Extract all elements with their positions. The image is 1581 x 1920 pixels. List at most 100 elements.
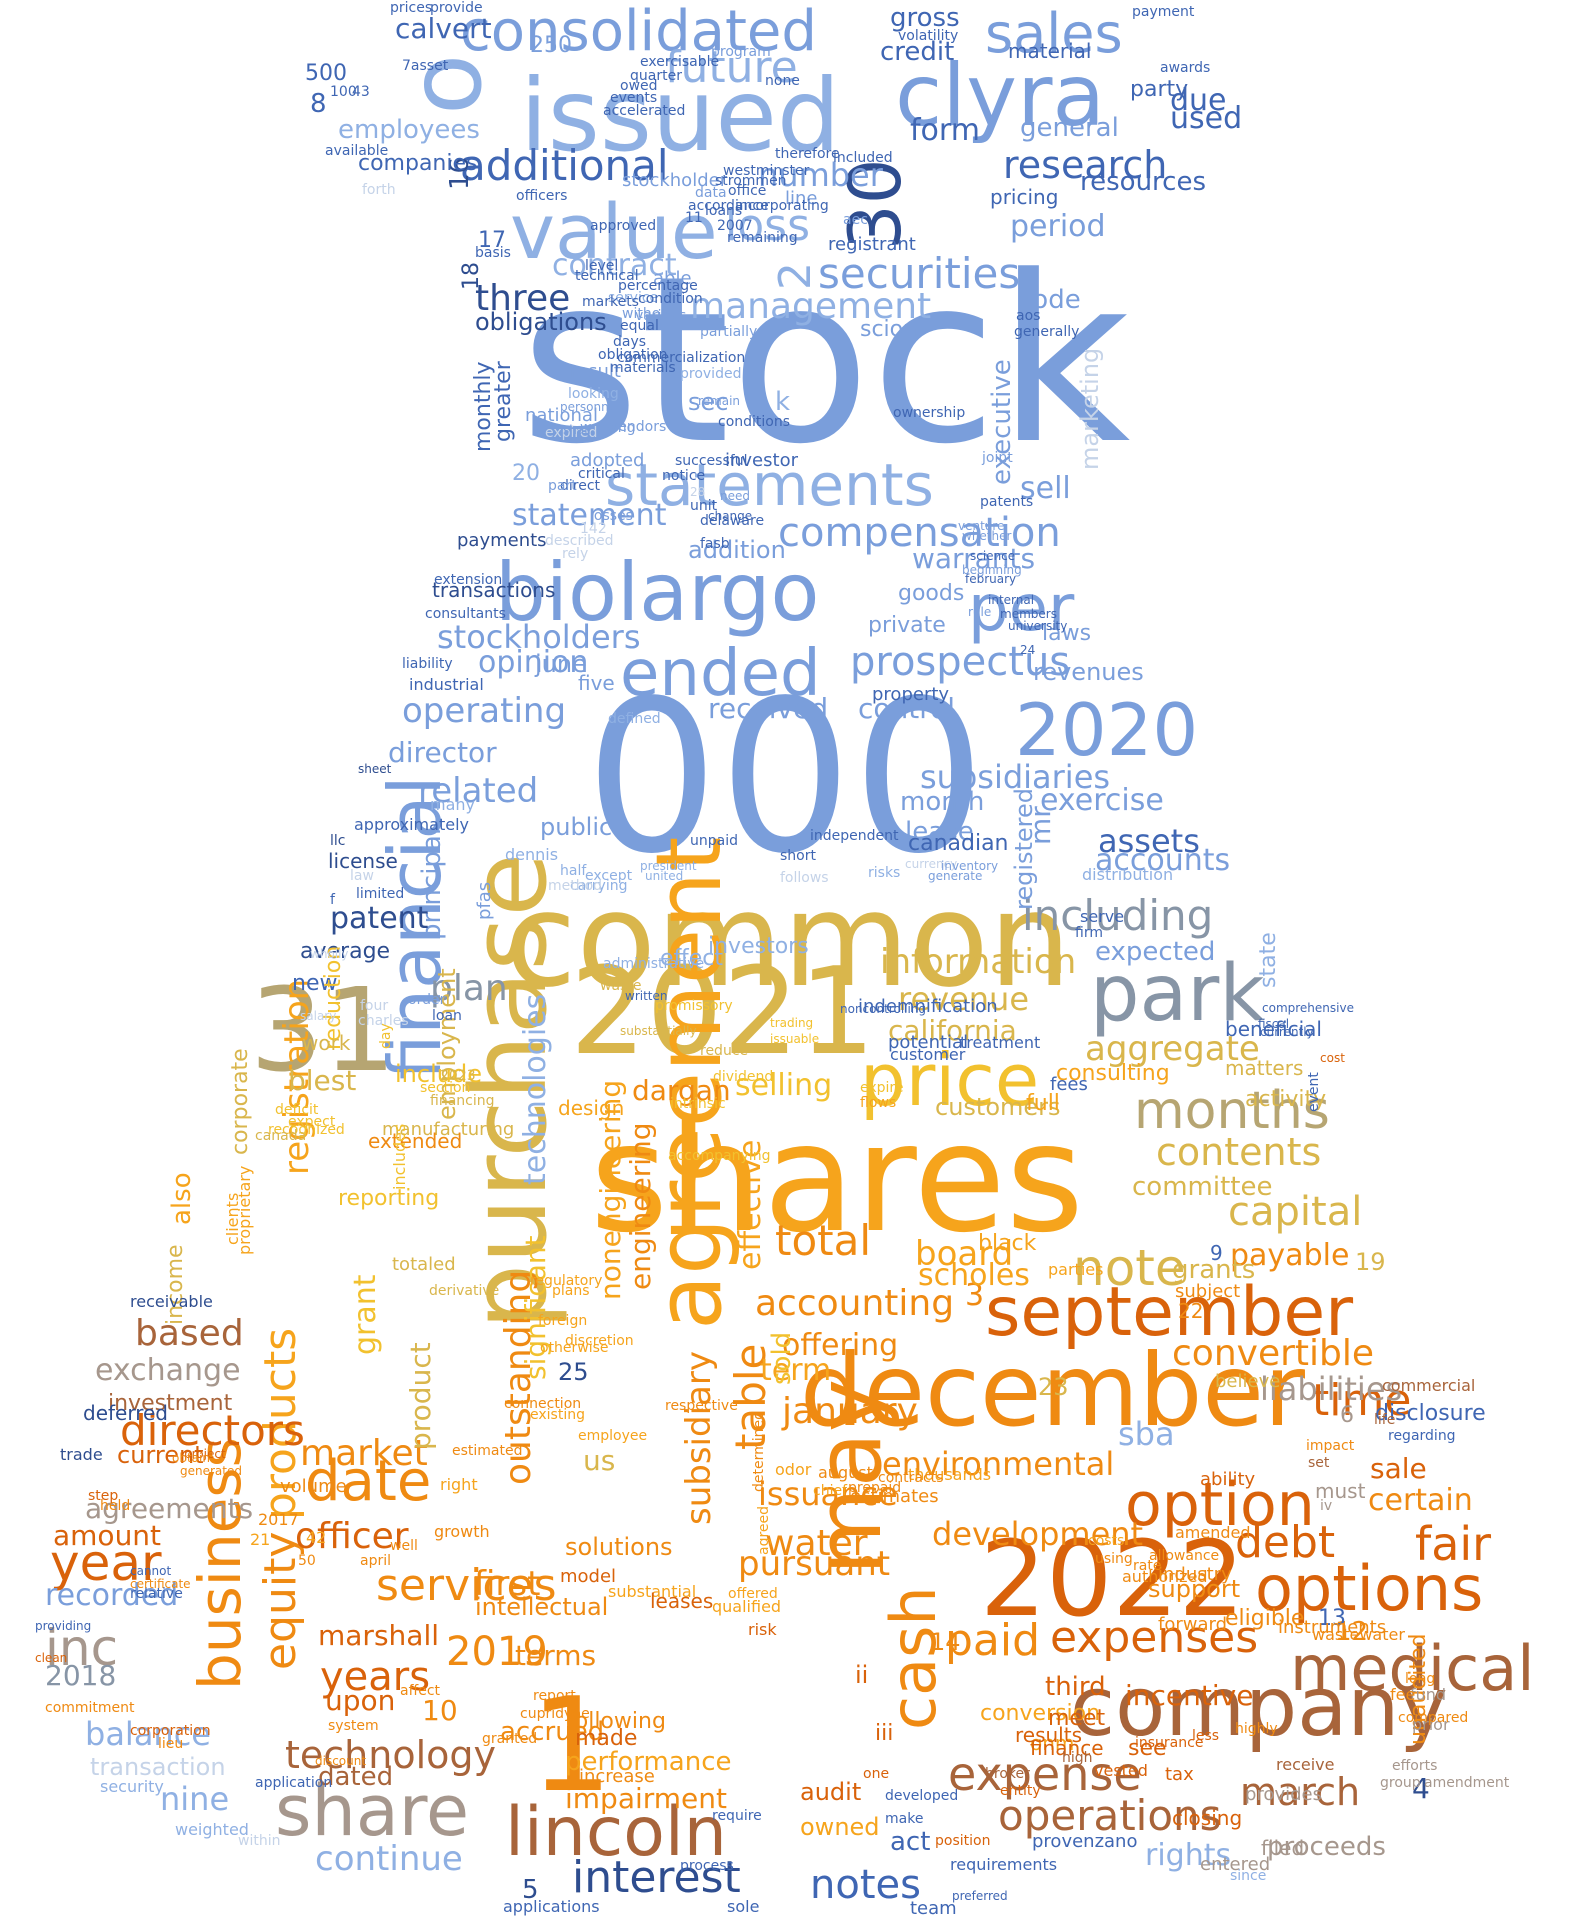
cloud-word: general	[1020, 113, 1119, 143]
cloud-word: requirements	[950, 1855, 1057, 1874]
cloud-word: reduction	[321, 946, 346, 1050]
cloud-word: lincoln	[505, 1793, 727, 1872]
cloud-word: plan	[430, 968, 508, 1009]
cloud-word: f	[330, 892, 336, 908]
cloud-word: engineering	[624, 1122, 657, 1290]
cloud-word: provenzano	[1032, 1831, 1137, 1852]
cloud-word: 2021	[570, 943, 875, 1082]
cloud-word: recorded	[45, 1578, 178, 1613]
cloud-word: 100	[330, 84, 357, 100]
cloud-word: executive	[987, 359, 1017, 485]
cloud-word: 42	[306, 1528, 326, 1547]
cloud-word: quarter	[630, 68, 682, 84]
cloud-word: eligible	[1225, 1606, 1304, 1631]
cloud-word: limited	[356, 886, 404, 902]
cloud-word: investor	[725, 450, 799, 471]
cloud-word: expire	[860, 1080, 904, 1096]
cloud-word: deferred	[83, 1401, 168, 1425]
cloud-word: sell	[1020, 471, 1071, 506]
cloud-word: affect	[400, 1683, 441, 1699]
cloud-word: future	[665, 42, 798, 93]
cloud-word: ii	[855, 1661, 868, 1689]
cloud-word: reduce	[700, 1043, 748, 1059]
cloud-word: report	[533, 1688, 576, 1704]
cloud-word: sale	[1370, 1452, 1427, 1485]
cloud-word: trade	[60, 1445, 103, 1464]
cloud-word: 19	[1355, 1248, 1386, 1276]
cloud-word: included	[833, 150, 893, 166]
cloud-word: markets	[582, 294, 639, 310]
cloud-word: delaware	[700, 513, 764, 529]
cloud-word: partially	[700, 324, 757, 340]
cloud-word: manufacturing	[382, 1119, 514, 1140]
cloud-word: approximately	[354, 815, 469, 834]
cloud-word: held	[100, 1498, 130, 1514]
cloud-word: code	[1018, 285, 1081, 315]
cloud-word: volume	[280, 1476, 347, 1497]
cloud-word: losses	[590, 508, 633, 524]
cloud-word: obligations	[475, 308, 607, 336]
cloud-word: using	[1095, 1551, 1133, 1567]
cloud-word: subsidiary	[679, 1351, 719, 1525]
cloud-word: rights	[1145, 1838, 1231, 1873]
cloud-word: shares	[590, 1092, 1084, 1266]
cloud-word: owed	[620, 78, 658, 94]
cloud-word: impairment	[565, 1782, 727, 1815]
cloud-word: receivable	[130, 1292, 213, 1311]
cloud-word: black	[978, 1231, 1037, 1256]
cloud-word: first	[474, 1564, 540, 1604]
cloud-word: recognized	[268, 1122, 345, 1138]
cloud-word: solutions	[565, 1533, 673, 1561]
cloud-word: program	[711, 44, 771, 60]
cloud-word: officers	[516, 188, 567, 204]
cloud-word: license	[328, 849, 398, 873]
cloud-word: proprietary	[235, 1166, 254, 1255]
cloud-word: us	[583, 1444, 615, 1477]
cloud-word: basis	[475, 245, 511, 261]
cloud-word: customer	[890, 1045, 966, 1064]
cloud-word: scion	[860, 317, 917, 342]
cloud-word: sold	[767, 1332, 797, 1385]
cloud-word: result	[570, 361, 621, 382]
cloud-word: materials	[610, 360, 676, 376]
cloud-word: june	[534, 650, 587, 678]
cloud-word: remain	[698, 394, 740, 408]
cloud-word: section	[420, 1080, 470, 1096]
cloud-word: contents	[1156, 1130, 1321, 1174]
cloud-word: notice	[662, 468, 705, 484]
cloud-word: financial	[373, 776, 457, 1080]
cloud-word: months	[1134, 1081, 1330, 1141]
cloud-word: dargan	[632, 1074, 731, 1107]
cloud-word: 30	[833, 158, 917, 250]
cloud-word: carrying	[570, 878, 627, 894]
cloud-word: fiscal	[1258, 1017, 1289, 1031]
cloud-word: aec	[843, 212, 868, 228]
cloud-word: loans	[705, 203, 742, 219]
cloud-word: form	[910, 113, 980, 148]
cloud-word: science	[970, 549, 1015, 563]
cloud-word: certificate	[130, 1577, 191, 1591]
cloud-word: 2023	[440, 1068, 476, 1084]
cloud-word: risk	[748, 1620, 777, 1639]
cloud-word: k	[775, 387, 790, 417]
cloud-word: sales	[985, 2, 1123, 65]
cloud-word: risks	[868, 865, 900, 881]
cloud-word: total	[775, 1216, 871, 1265]
cloud-word: currently	[1260, 1025, 1314, 1039]
cloud-word: incorporating	[735, 198, 829, 214]
cloud-word: equity	[255, 1532, 306, 1670]
cloud-word: mr	[1024, 806, 1057, 845]
cloud-word: activity	[1245, 1087, 1326, 1112]
cloud-word: 16	[445, 157, 475, 190]
cloud-word: days	[613, 334, 646, 350]
cloud-word: broker	[985, 1766, 1030, 1782]
cloud-word: subject	[1175, 1281, 1240, 1302]
cloud-word: offering	[782, 1328, 898, 1363]
cloud-word: national	[525, 405, 598, 426]
cloud-word: see	[1128, 1736, 1167, 1761]
cloud-word: new	[292, 971, 337, 996]
cloud-word: exercise	[1040, 783, 1164, 818]
cloud-word: preferred	[952, 1889, 1008, 1903]
cloud-word: one	[863, 1766, 889, 1782]
cloud-word: law	[350, 868, 374, 884]
